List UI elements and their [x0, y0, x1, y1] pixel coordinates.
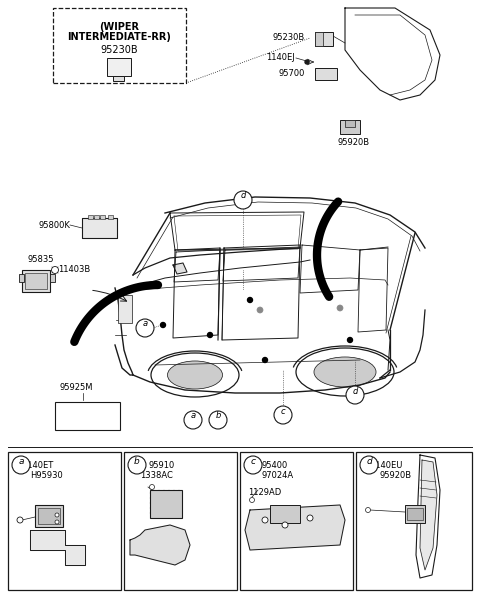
Text: a: a: [191, 411, 195, 420]
Circle shape: [282, 522, 288, 528]
Circle shape: [209, 411, 227, 429]
Circle shape: [337, 305, 343, 311]
Text: 95910: 95910: [149, 461, 175, 470]
Text: 95230B: 95230B: [273, 33, 305, 42]
Bar: [340, 120, 360, 134]
Text: 1140EJ: 1140EJ: [266, 54, 295, 63]
Bar: [53, 8, 186, 83]
Ellipse shape: [168, 361, 223, 389]
Text: 95925M: 95925M: [60, 383, 94, 392]
Polygon shape: [245, 505, 345, 550]
Bar: [118, 295, 132, 323]
Text: b: b: [134, 457, 140, 466]
Bar: [100, 215, 105, 219]
Bar: [240, 452, 353, 590]
Bar: [150, 490, 182, 518]
Circle shape: [305, 60, 309, 64]
Text: 95835: 95835: [28, 256, 55, 264]
Circle shape: [234, 191, 252, 209]
Text: a: a: [18, 457, 24, 466]
Circle shape: [51, 266, 59, 273]
Circle shape: [263, 358, 267, 362]
Circle shape: [149, 485, 155, 490]
Bar: [107, 58, 131, 76]
Circle shape: [55, 513, 59, 517]
Polygon shape: [173, 263, 187, 274]
Bar: [8, 452, 121, 590]
Text: 1338AC: 1338AC: [140, 471, 173, 480]
Text: d: d: [366, 457, 372, 466]
Polygon shape: [30, 530, 85, 565]
Bar: [407, 508, 423, 520]
Bar: [19, 274, 24, 282]
Circle shape: [360, 456, 378, 474]
Text: INTERMEDIATE-RR): INTERMEDIATE-RR): [67, 32, 171, 42]
Text: c: c: [281, 407, 285, 416]
Text: d: d: [240, 192, 246, 201]
Circle shape: [207, 333, 213, 337]
Text: b: b: [216, 411, 221, 420]
Circle shape: [160, 322, 166, 328]
Bar: [35, 505, 63, 527]
Bar: [405, 505, 425, 523]
Circle shape: [55, 520, 59, 524]
Text: 97024A: 97024A: [262, 471, 294, 480]
Circle shape: [274, 406, 292, 424]
Circle shape: [365, 507, 371, 512]
Bar: [50, 274, 55, 282]
Text: a: a: [143, 319, 147, 328]
Circle shape: [128, 456, 146, 474]
Circle shape: [346, 386, 364, 404]
Text: 1140ET: 1140ET: [22, 461, 53, 470]
Text: 1129AD: 1129AD: [248, 488, 281, 497]
Text: H95930: H95930: [30, 471, 63, 480]
Text: c: c: [251, 457, 255, 466]
Bar: [55, 402, 120, 430]
Bar: [345, 120, 355, 127]
Bar: [108, 215, 113, 219]
Text: 95800K: 95800K: [38, 220, 70, 229]
Bar: [315, 32, 333, 46]
Text: d: d: [352, 386, 358, 395]
Text: 95230B: 95230B: [100, 45, 138, 55]
Circle shape: [307, 515, 313, 521]
Circle shape: [17, 517, 23, 523]
Bar: [315, 68, 337, 80]
Polygon shape: [130, 525, 190, 565]
Bar: [94, 215, 99, 219]
Circle shape: [348, 337, 352, 343]
Bar: [315, 32, 323, 46]
Text: (WIPER: (WIPER: [99, 22, 139, 32]
Bar: [356, 452, 472, 590]
Bar: [88, 215, 93, 219]
Circle shape: [250, 497, 254, 503]
Bar: [124, 452, 237, 590]
Bar: [25, 273, 47, 289]
Text: 95400: 95400: [262, 461, 288, 470]
Bar: [82, 218, 117, 238]
Bar: [113, 76, 124, 81]
Circle shape: [262, 517, 268, 523]
Bar: [38, 508, 60, 524]
Circle shape: [12, 456, 30, 474]
Bar: [82, 218, 117, 238]
Text: 11403B: 11403B: [58, 266, 90, 275]
Ellipse shape: [314, 357, 376, 387]
Circle shape: [257, 307, 263, 313]
Circle shape: [244, 456, 262, 474]
Bar: [22, 270, 50, 292]
Text: 95920B: 95920B: [380, 471, 412, 480]
Circle shape: [136, 319, 154, 337]
Text: 1140EU: 1140EU: [370, 461, 402, 470]
Text: 95700: 95700: [278, 69, 305, 78]
Circle shape: [248, 297, 252, 303]
Polygon shape: [420, 460, 437, 570]
Text: 95920B: 95920B: [338, 138, 370, 147]
Bar: [270, 505, 300, 523]
Circle shape: [184, 411, 202, 429]
